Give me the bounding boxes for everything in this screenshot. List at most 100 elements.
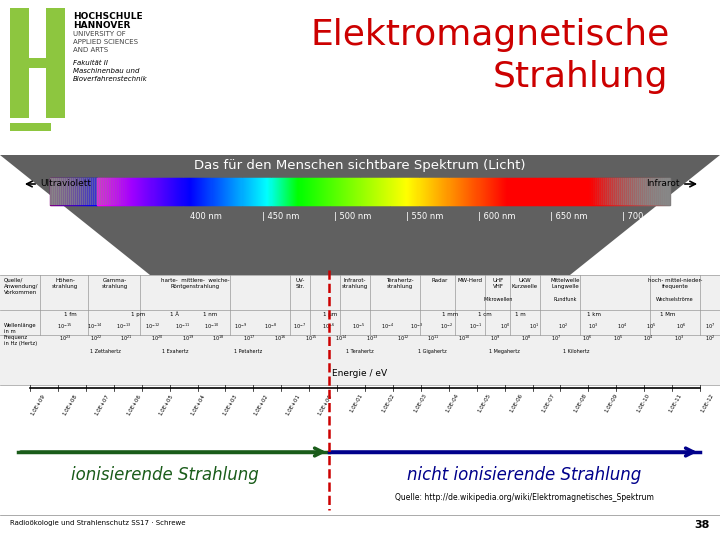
Bar (613, 178, 616, 205)
Text: $10^{-3}$: $10^{-3}$ (410, 321, 423, 330)
Bar (108, 178, 111, 205)
Text: Das für den Menschen sichtbare Spektrum (Licht): Das für den Menschen sichtbare Spektrum … (194, 159, 526, 172)
Bar (617, 178, 620, 205)
Text: $10^{12}$: $10^{12}$ (397, 333, 409, 343)
Bar (128, 178, 131, 205)
Bar (50, 178, 53, 205)
Bar (605, 178, 608, 205)
Text: $10^{7}$: $10^{7}$ (705, 321, 715, 330)
Text: 1 Kilohertz: 1 Kilohertz (563, 349, 589, 354)
Text: 1.0E+06: 1.0E+06 (126, 393, 142, 416)
Bar (60, 178, 63, 205)
Bar (595, 178, 598, 205)
Bar (637, 178, 640, 205)
Bar (46, 8, 65, 118)
Text: $10^{-8}$: $10^{-8}$ (264, 321, 276, 330)
Text: 1 Mm: 1 Mm (660, 312, 675, 317)
Bar (653, 178, 656, 205)
Bar (114, 178, 117, 205)
Text: Radioökologie und Strahlenschutz SS17 · Schrewe: Radioökologie und Strahlenschutz SS17 · … (10, 520, 186, 526)
Text: $10^{15}$: $10^{15}$ (305, 333, 317, 343)
Text: $10^{18}$: $10^{18}$ (212, 333, 225, 343)
Text: 1 pm: 1 pm (131, 312, 145, 317)
Bar (90, 178, 93, 205)
Bar (84, 178, 87, 205)
Text: $10^{6}$: $10^{6}$ (582, 333, 593, 343)
Text: 1.0E+02: 1.0E+02 (253, 393, 269, 416)
Bar (667, 178, 670, 205)
Bar (88, 178, 91, 205)
Text: Maschinenbau und: Maschinenbau und (73, 68, 140, 74)
Text: HANNOVER: HANNOVER (73, 21, 130, 30)
Bar (122, 178, 125, 205)
Bar (657, 178, 660, 205)
Text: $10^{3}$: $10^{3}$ (588, 321, 598, 330)
Text: $10^{-4}$: $10^{-4}$ (381, 321, 394, 330)
Bar (80, 178, 83, 205)
Bar (52, 178, 55, 205)
Text: MW-Herd: MW-Herd (457, 278, 482, 283)
Bar (659, 178, 662, 205)
Text: Wellenlänge
in m: Wellenlänge in m (4, 323, 37, 334)
Bar (645, 178, 648, 205)
Bar (631, 178, 634, 205)
Bar (96, 178, 99, 205)
Text: Infrarot-
strahlung: Infrarot- strahlung (342, 278, 368, 289)
Bar (593, 178, 596, 205)
Bar (100, 178, 103, 205)
Bar (627, 178, 630, 205)
Text: $10^{-12}$: $10^{-12}$ (145, 321, 161, 330)
Text: $10^{17}$: $10^{17}$ (243, 333, 256, 343)
Bar (56, 178, 59, 205)
Bar (62, 178, 65, 205)
Bar (72, 178, 75, 205)
Text: UV-
Str.: UV- Str. (295, 278, 305, 289)
Bar (655, 178, 658, 205)
Bar (58, 178, 61, 205)
Bar (54, 178, 57, 205)
Text: | 700 nm: | 700 nm (622, 212, 660, 221)
Text: $10^{16}$: $10^{16}$ (274, 333, 286, 343)
Bar (104, 178, 107, 205)
Text: Bioverfahrenstechnik: Bioverfahrenstechnik (73, 76, 148, 82)
Text: 400 nm: 400 nm (190, 212, 222, 221)
Text: $10^{-6}$: $10^{-6}$ (323, 321, 336, 330)
Text: 1.0E+08: 1.0E+08 (62, 393, 78, 416)
Text: $10^{1}$: $10^{1}$ (529, 321, 539, 330)
Text: 1.0E+03: 1.0E+03 (222, 393, 238, 416)
Text: 38: 38 (695, 520, 710, 530)
Text: 1.0E+05: 1.0E+05 (158, 393, 174, 416)
Text: UKW
Kurzwelle: UKW Kurzwelle (512, 278, 538, 289)
Text: $10^{5}$: $10^{5}$ (613, 333, 623, 343)
Text: 1 m: 1 m (515, 312, 526, 317)
Text: $10^{-1}$: $10^{-1}$ (469, 321, 482, 330)
Bar (665, 178, 668, 205)
Bar (589, 178, 592, 205)
Text: 1 mm: 1 mm (442, 312, 458, 317)
Text: $10^{21}$: $10^{21}$ (120, 333, 132, 343)
Text: Infrarot: Infrarot (647, 179, 680, 188)
Text: 1.0E+09: 1.0E+09 (30, 393, 46, 416)
Bar (0, 275, 720, 385)
Text: $10^{2}$: $10^{2}$ (559, 321, 569, 330)
Bar (623, 178, 626, 205)
Bar (603, 178, 606, 205)
Text: Gamma-
strahlung: Gamma- strahlung (102, 278, 128, 289)
Text: Quelle/
Anwendung/
Vorkommen: Quelle/ Anwendung/ Vorkommen (4, 278, 38, 295)
Text: AND ARTS: AND ARTS (73, 47, 108, 53)
Text: 1 Petahertz: 1 Petahertz (234, 349, 262, 354)
Bar (591, 178, 594, 205)
Bar (120, 178, 123, 205)
Bar (619, 178, 622, 205)
Text: Frequenz
in Hz (Hertz): Frequenz in Hz (Hertz) (4, 335, 37, 346)
Bar (92, 178, 95, 205)
Text: 1 µm: 1 µm (323, 312, 337, 317)
Text: $10^{22}$: $10^{22}$ (89, 333, 102, 343)
Bar (10, 57, 65, 68)
Text: 1.0E+04: 1.0E+04 (189, 393, 206, 416)
Text: 1 Terahertz: 1 Terahertz (346, 349, 374, 354)
Text: $10^{7}$: $10^{7}$ (552, 333, 562, 343)
Bar (643, 178, 646, 205)
Text: $10^{-9}$: $10^{-9}$ (235, 321, 248, 330)
Text: Rundfunk: Rundfunk (553, 297, 577, 302)
